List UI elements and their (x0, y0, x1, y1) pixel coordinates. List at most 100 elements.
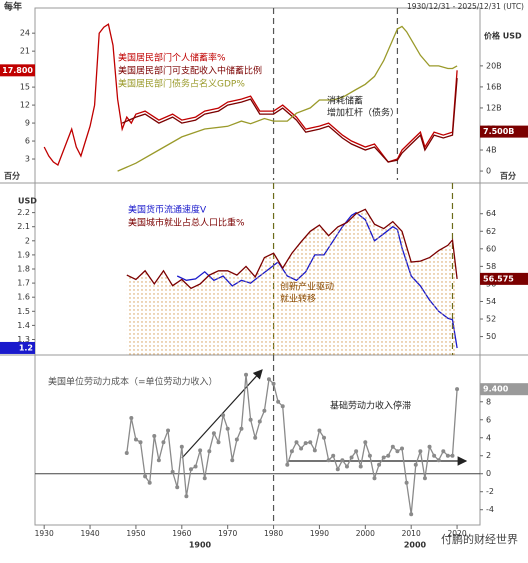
y2-tick-label: 20B (486, 61, 502, 70)
data-point (386, 453, 391, 458)
y-tick-label: 1.9 (17, 250, 30, 259)
x-tick-label: 1950 (126, 529, 145, 538)
data-point (441, 449, 446, 454)
end-label: 17.800 (2, 66, 33, 75)
data-point (138, 440, 143, 445)
series-line (121, 78, 458, 163)
legend-entry: 美国货币流通速度V (128, 204, 207, 216)
data-point (234, 437, 239, 442)
data-point (299, 446, 304, 451)
data-point (303, 441, 308, 446)
data-point (262, 408, 267, 413)
data-point (253, 435, 258, 440)
annotation: 消耗储蓄 (327, 95, 363, 107)
y-tick-label: 1.8 (17, 265, 30, 274)
data-point (367, 453, 372, 458)
series-line (126, 208, 458, 290)
data-point (455, 387, 460, 392)
data-point (418, 449, 423, 454)
data-point (152, 433, 157, 438)
data-point (184, 494, 189, 499)
y2-tick-label: 16B (486, 82, 502, 91)
y-tick-label: 12 (20, 101, 30, 110)
data-point (289, 449, 294, 454)
data-point (335, 467, 340, 472)
y2-axis-title: 价格 USD (484, 31, 522, 41)
y2-tick-label: 0 (486, 469, 491, 478)
data-point (271, 381, 276, 386)
y-axis-title: USD (18, 197, 37, 206)
data-point (363, 440, 368, 445)
data-point (413, 462, 418, 467)
data-point (257, 419, 262, 424)
data-point (381, 455, 386, 460)
annotation: 基础劳动力收入停滞 (330, 400, 411, 412)
data-point (266, 377, 271, 382)
data-point (188, 467, 193, 472)
data-point (377, 462, 382, 467)
y-tick-label: 2.1 (17, 222, 30, 231)
legend-entry: 美国居民部门债务占名义GDP% (118, 78, 245, 90)
data-point (445, 453, 450, 458)
y2-tick-label: 6 (486, 415, 491, 424)
y2-tick-label: 50 (486, 332, 496, 341)
end-label-box (0, 64, 35, 77)
x-tick-label: 1960 (172, 529, 191, 538)
y-tick-label: 1.6 (17, 293, 30, 302)
x-tick-label: 2010 (402, 529, 421, 538)
end-label-box (480, 125, 528, 138)
y2-tick-label: 8 (486, 397, 491, 406)
y-tick-label: 2.2 (17, 208, 30, 217)
y2-tick-label: 4 (486, 433, 491, 442)
x-tick-label: 1990 (310, 529, 329, 538)
end-label: 7.500B (483, 127, 514, 136)
end-label: 9.400 (483, 385, 509, 394)
legend-entry: 美国城市就业占总人口比重% (128, 217, 245, 229)
end-label-box (0, 341, 35, 354)
data-point (161, 440, 166, 445)
y-tick-label: 21 (20, 47, 30, 56)
annotation: 就业转移 (280, 293, 316, 305)
data-point (354, 449, 359, 454)
data-point (326, 458, 331, 463)
panel-title: 美国单位劳动力成本（=单位劳动力收入） (48, 376, 218, 388)
watermark: 付鹏的财经世界 (441, 532, 518, 546)
x-tick-label: 2000 (356, 529, 375, 538)
y2-tick-label: 12B (486, 103, 502, 112)
y-tick-label: 2 (25, 236, 30, 245)
x-tick-label: 1970 (218, 529, 237, 538)
data-point (198, 448, 203, 453)
end-label: 1.2 (19, 343, 33, 352)
y2-tick-label: 62 (486, 227, 496, 236)
data-point (294, 440, 299, 445)
x-tick-label: 1940 (81, 529, 100, 538)
y2-tick-label: 60 (486, 244, 496, 253)
data-point (322, 435, 327, 440)
data-point (404, 480, 409, 485)
data-point (133, 437, 138, 442)
x-tick-label: 2020 (448, 529, 467, 538)
data-point (244, 372, 249, 377)
data-point (211, 431, 216, 436)
data-point (143, 474, 148, 479)
y-tick-label: 1.3 (17, 335, 30, 344)
data-point (308, 440, 313, 445)
data-point (285, 462, 290, 467)
end-label-box (480, 272, 528, 285)
data-point (317, 428, 322, 433)
data-point (409, 512, 414, 517)
unit-label: 每年 (4, 1, 22, 13)
y-axis-title: 百分 (4, 171, 20, 181)
data-point (225, 426, 230, 431)
data-point (312, 448, 317, 453)
y2-unit: 百分 (500, 171, 516, 181)
legend-entry: 美国居民部门个人储蓄率% (118, 52, 226, 64)
data-point (124, 451, 129, 456)
data-point (344, 464, 349, 469)
data-point (166, 428, 171, 433)
y2-tick-label: 52 (486, 315, 496, 324)
y-tick-label: 1.7 (17, 279, 30, 288)
data-point (147, 480, 152, 485)
y2-tick-label: 64 (486, 209, 496, 218)
